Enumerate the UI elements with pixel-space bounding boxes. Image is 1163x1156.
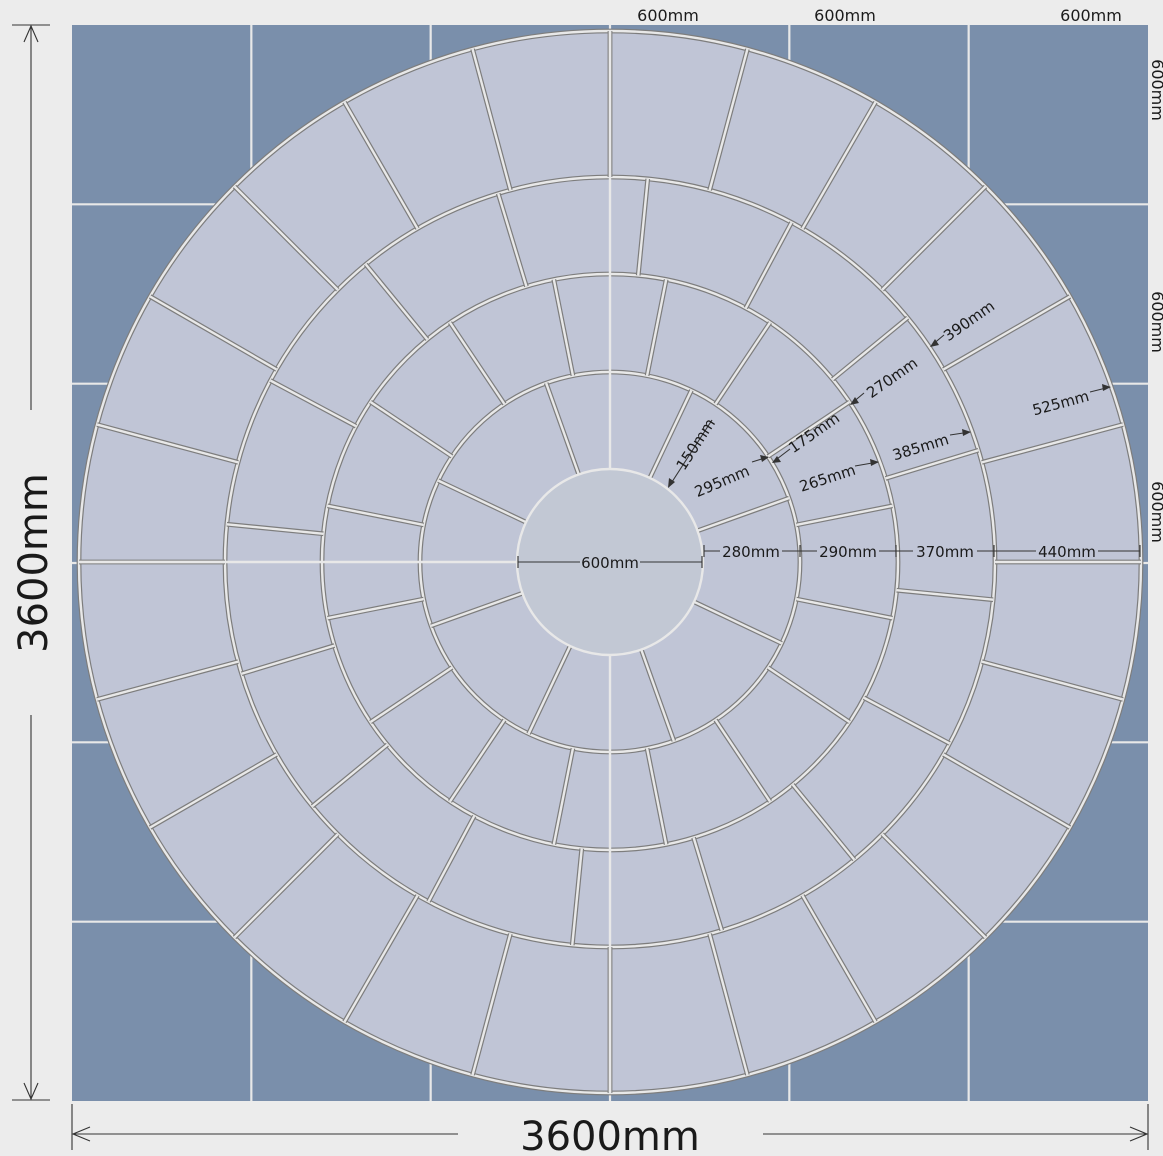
paver-joint [233, 833, 339, 939]
paver-joint [708, 48, 749, 191]
paver-joint [545, 382, 580, 475]
ring3-width-label: 370mm [916, 543, 974, 561]
paver-joint [640, 649, 675, 742]
paver-joint [648, 389, 693, 479]
paver-joint [863, 696, 951, 745]
overall-width-label: 3600mm [520, 1114, 700, 1156]
paver-joint [96, 660, 239, 701]
paver-joint [552, 748, 575, 845]
center-stone [515, 467, 705, 657]
paver-joint [364, 263, 429, 341]
overall-width-dimension: 3600mm [71, 1104, 1149, 1156]
paver-joint [708, 933, 749, 1076]
paver-joint [896, 589, 994, 601]
ring-width-dimensions: 280mm 290mm 370mm 440mm [703, 541, 1141, 561]
ring1-width-label: 280mm [722, 543, 780, 561]
paver-joint [226, 523, 324, 535]
paver-joint [471, 933, 512, 1076]
paver-joint [343, 894, 419, 1023]
paver-joint [744, 221, 793, 309]
slab-right-labels: 600mm 600mm 600mm [1148, 59, 1163, 543]
paver-joint [981, 423, 1124, 464]
paver-joint [96, 423, 239, 464]
paver-joint [241, 644, 335, 675]
paver-joint [311, 743, 389, 808]
overall-height-dimension: 3600mm [11, 24, 57, 1101]
paver-joint [692, 837, 723, 931]
paver-joint [645, 748, 668, 845]
paver-joint [369, 400, 453, 458]
ring2-width-label: 290mm [819, 543, 877, 561]
paver-joint [697, 497, 790, 532]
paver-joint [571, 848, 583, 946]
paver-joint [767, 666, 851, 724]
paver-joint [269, 379, 357, 428]
paver-joint [327, 597, 424, 620]
paver-joint [497, 193, 528, 287]
paver-joint [427, 815, 476, 903]
paver-joint [448, 321, 506, 405]
paver-joint [645, 279, 668, 376]
paver-joint [430, 592, 523, 627]
paver-joint [881, 833, 987, 939]
paver-joint [327, 504, 424, 527]
paver-joint [801, 101, 877, 230]
slab-top-label-3: 600mm [1060, 6, 1122, 25]
overall-height-label: 3600mm [11, 473, 57, 653]
slab-right-label-1: 600mm [1148, 59, 1163, 121]
paver-joint [796, 597, 893, 620]
paver-joint [981, 660, 1124, 701]
paver-joint [942, 753, 1071, 829]
paver-joint [791, 783, 856, 861]
center-diameter-label: 600mm [581, 554, 639, 572]
paver-joint [885, 449, 979, 480]
slab-right-label-2: 600mm [1148, 291, 1163, 353]
ring4-width-label: 440mm [1038, 543, 1096, 561]
paver-joint [149, 753, 278, 829]
slab-top-labels: 600mm 600mm 600mm [637, 6, 1122, 25]
paver-joint [796, 504, 893, 527]
paver-joint [527, 645, 572, 735]
slab-top-label-1: 600mm [637, 6, 699, 25]
paver-joint [801, 894, 877, 1023]
slab-right-label-3: 600mm [1148, 481, 1163, 543]
paver-joint [693, 600, 783, 645]
paver-joint [343, 101, 419, 230]
paver-joint [552, 279, 575, 376]
paver-joint [448, 719, 506, 803]
paver-joint [471, 48, 512, 191]
paver-joints [79, 31, 1141, 1093]
paver-joint [437, 479, 527, 524]
paver-joint [767, 400, 851, 458]
slab-top-label-2: 600mm [814, 6, 876, 25]
paver-joint [714, 321, 772, 405]
paver-joint [831, 316, 909, 381]
paver-joint [881, 185, 987, 291]
center-diameter-dimension: 600mm [517, 554, 703, 572]
paver-joint [233, 185, 339, 291]
paver-joint [369, 666, 453, 724]
paver-joint [637, 178, 649, 276]
paver-joint [942, 295, 1071, 371]
paver-joint [149, 295, 278, 371]
paver-joint [714, 719, 772, 803]
